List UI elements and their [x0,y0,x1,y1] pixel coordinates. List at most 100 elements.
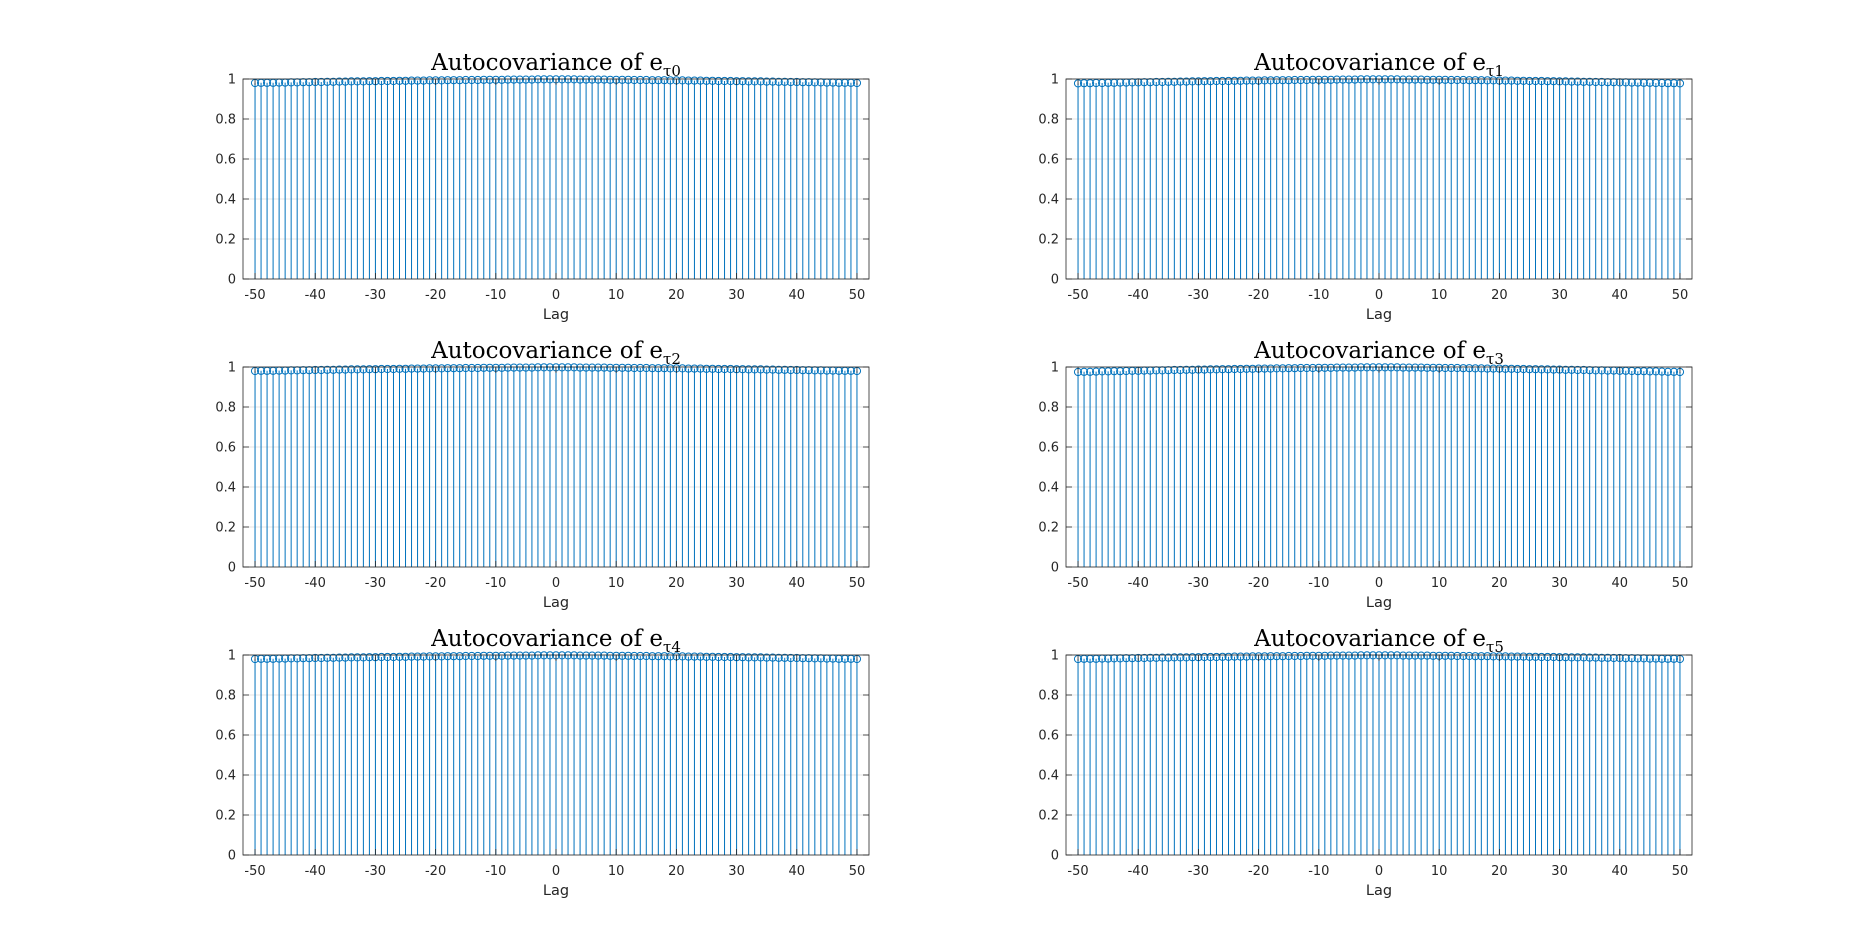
stem-marker [702,76,711,85]
stem-marker [1188,365,1197,374]
stem-marker [762,77,771,86]
stem-marker [1320,75,1329,84]
stem-marker [594,651,603,660]
x-tick-label: 40 [1611,576,1628,591]
stem-marker [1657,367,1667,376]
stem-marker [1645,367,1654,376]
y-tick-label: 0.4 [215,193,236,208]
stem-marker [1158,77,1167,87]
stem-marker [329,365,338,374]
chart-title-text: Autocovariance of e [1253,50,1486,76]
stem-marker [383,364,392,374]
stem-marker [1284,364,1293,373]
stem-marker [1423,651,1432,660]
stem-marker [377,76,386,86]
x-tick-label: -20 [425,576,446,591]
stem-marker [1152,653,1161,662]
y-tick-label: 0.8 [215,401,236,416]
stem-marker [1290,364,1299,373]
stem-marker [539,651,549,660]
y-tick-label: 0.6 [1038,153,1059,168]
stem-marker [1477,76,1486,85]
stem-marker [1206,652,1215,662]
stem-marker [1212,76,1221,86]
stem-marker [1507,76,1516,85]
stem-marker [503,75,512,84]
stem-marker [1404,651,1414,660]
stem-marker [690,652,699,661]
stem-marker [1423,363,1432,372]
chart-title-text: Autocovariance of e [1253,626,1486,652]
x-tick-label: -40 [1128,576,1149,591]
stem-marker [443,652,452,661]
chart-title-subscript: τ0 [663,62,681,80]
stem-marker [461,363,470,373]
y-tick-label: 0.2 [215,521,236,536]
stem-marker [1471,652,1480,661]
stem-marker [401,652,410,661]
stem-marker [1603,653,1612,662]
stem-marker [690,364,699,373]
stem-marker [497,651,506,660]
stem-marker [353,365,362,374]
x-tick-label: 20 [1491,288,1508,303]
x-tick-label: -40 [305,864,326,879]
stem-marker [636,363,645,373]
stem-marker [1308,363,1317,373]
stem-marker [1200,365,1209,374]
stem-marker [419,652,428,661]
stem-marker [1200,652,1209,662]
x-tick-label: 20 [1491,576,1508,591]
subplot-0: -50 -40 -30 -20 -10 0 10 20 30 40 50 0 0.2 0.4 0.6 0.8 1… [215,50,870,323]
stem-marker [1404,75,1414,84]
stem-marker [642,651,651,661]
stem-marker [479,363,488,372]
stem-marker [1242,76,1251,85]
stem-marker [780,365,789,374]
y-tick-label: 0.4 [1038,481,1059,496]
stem-marker [720,652,729,662]
stem-marker [1302,363,1311,373]
stem-marker [1278,652,1287,661]
stem-marker [786,365,795,375]
stem-marker [401,364,410,373]
stem-marker [563,651,573,660]
stem-marker [1344,363,1354,372]
stem-marker [581,651,591,660]
stem-marker [606,651,615,660]
stem-marker [762,365,771,374]
x-axis-label: Lag [1366,307,1392,323]
y-tick-label: 1 [1051,361,1059,376]
stem-marker [455,76,464,85]
stem-marker [744,653,753,662]
stem-marker [1519,652,1528,661]
y-tick-label: 0.2 [215,233,236,248]
x-tick-label: 0 [552,864,560,879]
stem-marker [1669,79,1679,88]
stem-marker [1116,367,1125,376]
x-tick-label: 20 [668,864,685,879]
stem-marker [347,77,356,86]
stem-marker [774,365,783,374]
stem-marker [1236,76,1245,85]
y-tick-label: 0.6 [1038,729,1059,744]
y-tick-label: 0.2 [1038,809,1059,824]
stem-marker [323,653,332,662]
stem-marker [1344,651,1354,660]
stem-marker [618,363,627,372]
stem-marker [708,364,717,373]
chart-title: Autocovariance of eτ2 [430,338,681,368]
stem-marker [792,77,801,87]
x-tick-label: 10 [1431,576,1448,591]
stem-marker [768,653,777,662]
x-tick-label: 40 [1611,864,1628,879]
stem-marker [317,365,326,375]
stem-marker [1236,652,1245,661]
stem-marker [1134,653,1143,663]
stem-marker [630,651,639,661]
stem-marker [1513,364,1522,374]
stem-marker [1447,651,1456,660]
stem-marker [1573,77,1582,86]
stem-marker [1326,363,1335,372]
stem-marker [1338,651,1347,660]
